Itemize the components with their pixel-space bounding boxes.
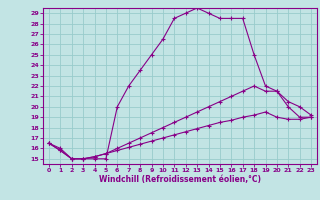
X-axis label: Windchill (Refroidissement éolien,°C): Windchill (Refroidissement éolien,°C) xyxy=(99,175,261,184)
